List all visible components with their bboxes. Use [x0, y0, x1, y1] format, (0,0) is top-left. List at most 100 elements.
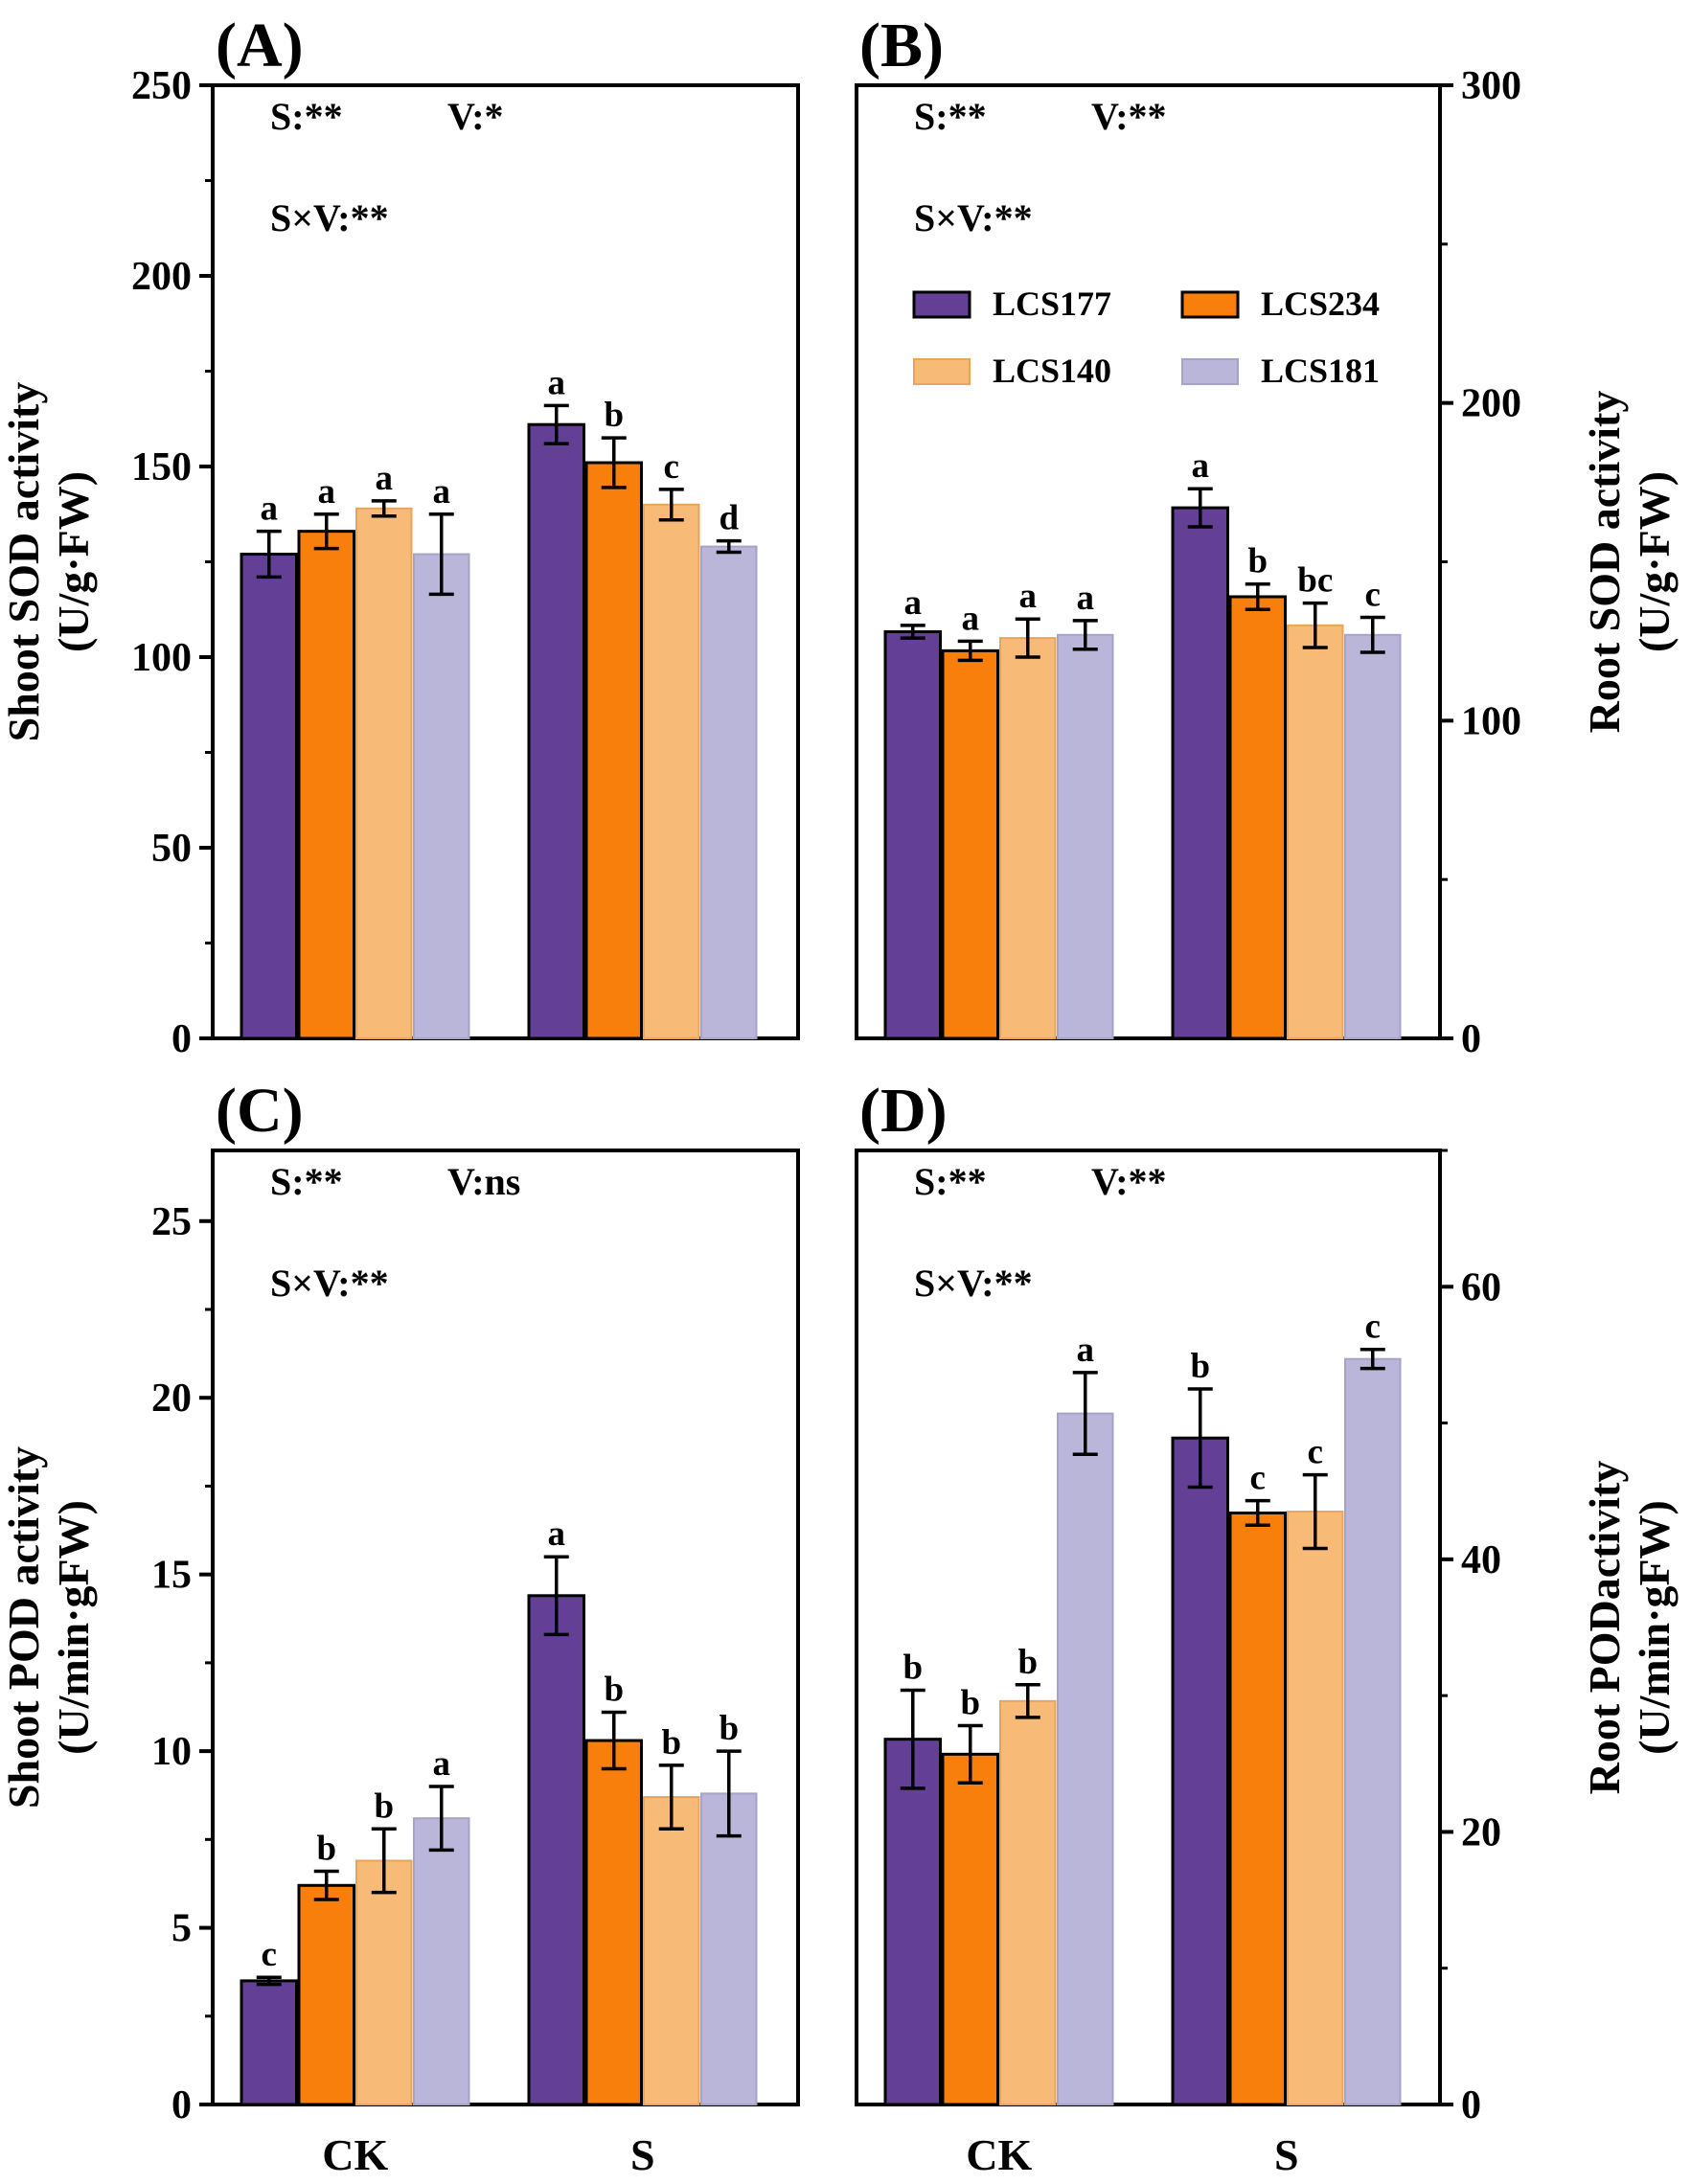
y-tick-label: 15	[151, 1554, 192, 1598]
y-tick-label: 60	[1461, 1265, 1501, 1309]
y-tick-label: 40	[1461, 1538, 1501, 1582]
bar-LCS234-CK	[297, 1883, 355, 2106]
bar-LCS181-S	[700, 1792, 758, 2106]
legend-swatch-LCS234	[1180, 290, 1240, 319]
bar-LCS234-CK	[941, 1752, 999, 2106]
significance-letter: b	[960, 1683, 980, 1722]
y-axis-unit: (U/g·FW)	[1630, 471, 1679, 652]
significance-letter: a	[433, 1744, 451, 1784]
stats-interaction: S×V:**	[270, 196, 389, 239]
legend-label-LCS177: LCS177	[993, 284, 1111, 323]
significance-letter: c	[262, 1935, 277, 1974]
y-tick-label: 0	[171, 2083, 192, 2127]
bar-LCS140-CK	[355, 1859, 413, 2106]
significance-letter: b	[604, 396, 624, 435]
legend-swatch-LCS177	[912, 290, 971, 319]
significance-letter: b	[1017, 1643, 1038, 1682]
plot-frame	[855, 1149, 1442, 2106]
significance-letter: b	[1190, 1347, 1210, 1386]
panel-B: (B) 0 100 200 300 Root SOD activity (U/g·FW) S:…	[855, 11, 1679, 1061]
y-axis-title: Shoot SOD activity	[0, 382, 48, 742]
significance-letter: b	[719, 1709, 739, 1748]
y-tick-label: 150	[131, 445, 192, 489]
bar-LCS234-S	[584, 1739, 643, 2106]
y-tick-label: 5	[171, 1907, 192, 1951]
significance-letter: a	[261, 489, 279, 529]
significance-letter: c	[1250, 1459, 1266, 1498]
significance-letter: b	[1247, 542, 1268, 581]
bar-LCS234-CK	[941, 648, 999, 1040]
legend-label-LCS181: LCS181	[1261, 352, 1380, 390]
significance-letter: c	[1308, 1433, 1323, 1472]
y-axis-unit: (U/min·gFW)	[1630, 1500, 1679, 1755]
bar-LCS140-CK	[355, 507, 413, 1039]
bar-LCS177-CK	[883, 1738, 942, 2106]
y-tick-label: 0	[1461, 2083, 1481, 2127]
significance-letter: c	[1365, 1308, 1381, 1347]
y-tick-label: 100	[131, 636, 192, 680]
bar-LCS181-S	[1344, 633, 1402, 1039]
panel-label: (A)	[216, 11, 304, 80]
significance-letter: a	[376, 459, 394, 498]
bar-LCS140-S	[1287, 1511, 1344, 2105]
significance-letter: a	[548, 1514, 566, 1554]
significance-letter: b	[903, 1648, 923, 1687]
panel-C: (C) 0 5 10 15 20 25 Shoot POD activity (U/min·gF…	[0, 1076, 800, 2179]
bar-LCS177-S	[527, 1594, 585, 2106]
bar-LCS181-S	[1344, 1357, 1402, 2105]
significance-letter: a	[548, 363, 566, 402]
stats-interaction: S×V:**	[270, 1262, 389, 1305]
stats-s-effect: S:**	[914, 95, 987, 138]
bar-LCS177-S	[1171, 1436, 1229, 2106]
bar-LCS234-CK	[297, 530, 355, 1040]
y-axis-title: Root PODactivity	[1580, 1461, 1629, 1795]
stats-interaction: S×V:**	[914, 1262, 1033, 1305]
bar-LCS140-S	[643, 503, 700, 1039]
stats-interaction: S×V:**	[914, 196, 1033, 239]
significance-letter: a	[1192, 446, 1210, 486]
y-tick-label: 20	[151, 1376, 192, 1421]
y-tick-label: 250	[131, 64, 192, 108]
bar-LCS177-S	[527, 422, 585, 1040]
bar-LCS140-CK	[999, 637, 1057, 1039]
y-tick-label: 300	[1461, 64, 1521, 108]
x-category-label: S	[630, 2130, 655, 2179]
significance-letter: b	[316, 1830, 336, 1869]
significance-letter: a	[1077, 1331, 1095, 1370]
bar-LCS234-S	[1228, 1511, 1287, 2106]
stats-v-effect: V:**	[1091, 1160, 1167, 1203]
bar-LCS177-CK	[883, 629, 942, 1040]
significance-letter: a	[962, 599, 980, 638]
panel-A: (A) 0 50 100 150 200 250 Shoot SOD activity (U/g…	[0, 11, 800, 1061]
significance-letter: a	[904, 583, 923, 623]
panel-label: (C)	[216, 1076, 304, 1146]
significance-letter: a	[1019, 577, 1038, 616]
bar-LCS177-CK	[240, 553, 298, 1040]
bar-LCS181-CK	[413, 553, 470, 1039]
y-tick-label: 50	[151, 827, 192, 871]
y-tick-label: 20	[1461, 1810, 1501, 1854]
plot-frame	[211, 1149, 800, 2106]
y-tick-label: 0	[1461, 1017, 1481, 1061]
panel-label: (D)	[859, 1076, 948, 1146]
legend-swatch-LCS140	[913, 358, 971, 385]
significance-letter: c	[664, 447, 679, 487]
y-axis-title: Root SOD activity	[1580, 391, 1629, 734]
legend-label-LCS140: LCS140	[993, 352, 1111, 390]
stats-s-effect: S:**	[270, 1160, 343, 1203]
stats-s-effect: S:**	[914, 1160, 987, 1203]
stats-v-effect: V:*	[447, 95, 504, 138]
y-tick-label: 25	[151, 1200, 192, 1244]
legend: LCS177 LCS234 LCS140 LCS181	[912, 284, 1380, 390]
bar-LCS181-CK	[413, 1817, 470, 2105]
y-tick-label: 200	[1461, 382, 1521, 426]
y-tick-label: 200	[131, 255, 192, 299]
x-category-label: CK	[966, 2130, 1032, 2179]
y-tick-label: 100	[1461, 699, 1521, 743]
significance-letter: a	[433, 472, 451, 512]
panel-D: (D) 0 20 40 60 Root PODactivity (U/min·gFW) S:*…	[855, 1076, 1679, 2179]
x-category-label: S	[1274, 2130, 1299, 2179]
bar-LCS181-CK	[1057, 633, 1114, 1039]
y-axis-unit: (U/min·gFW)	[49, 1500, 98, 1755]
